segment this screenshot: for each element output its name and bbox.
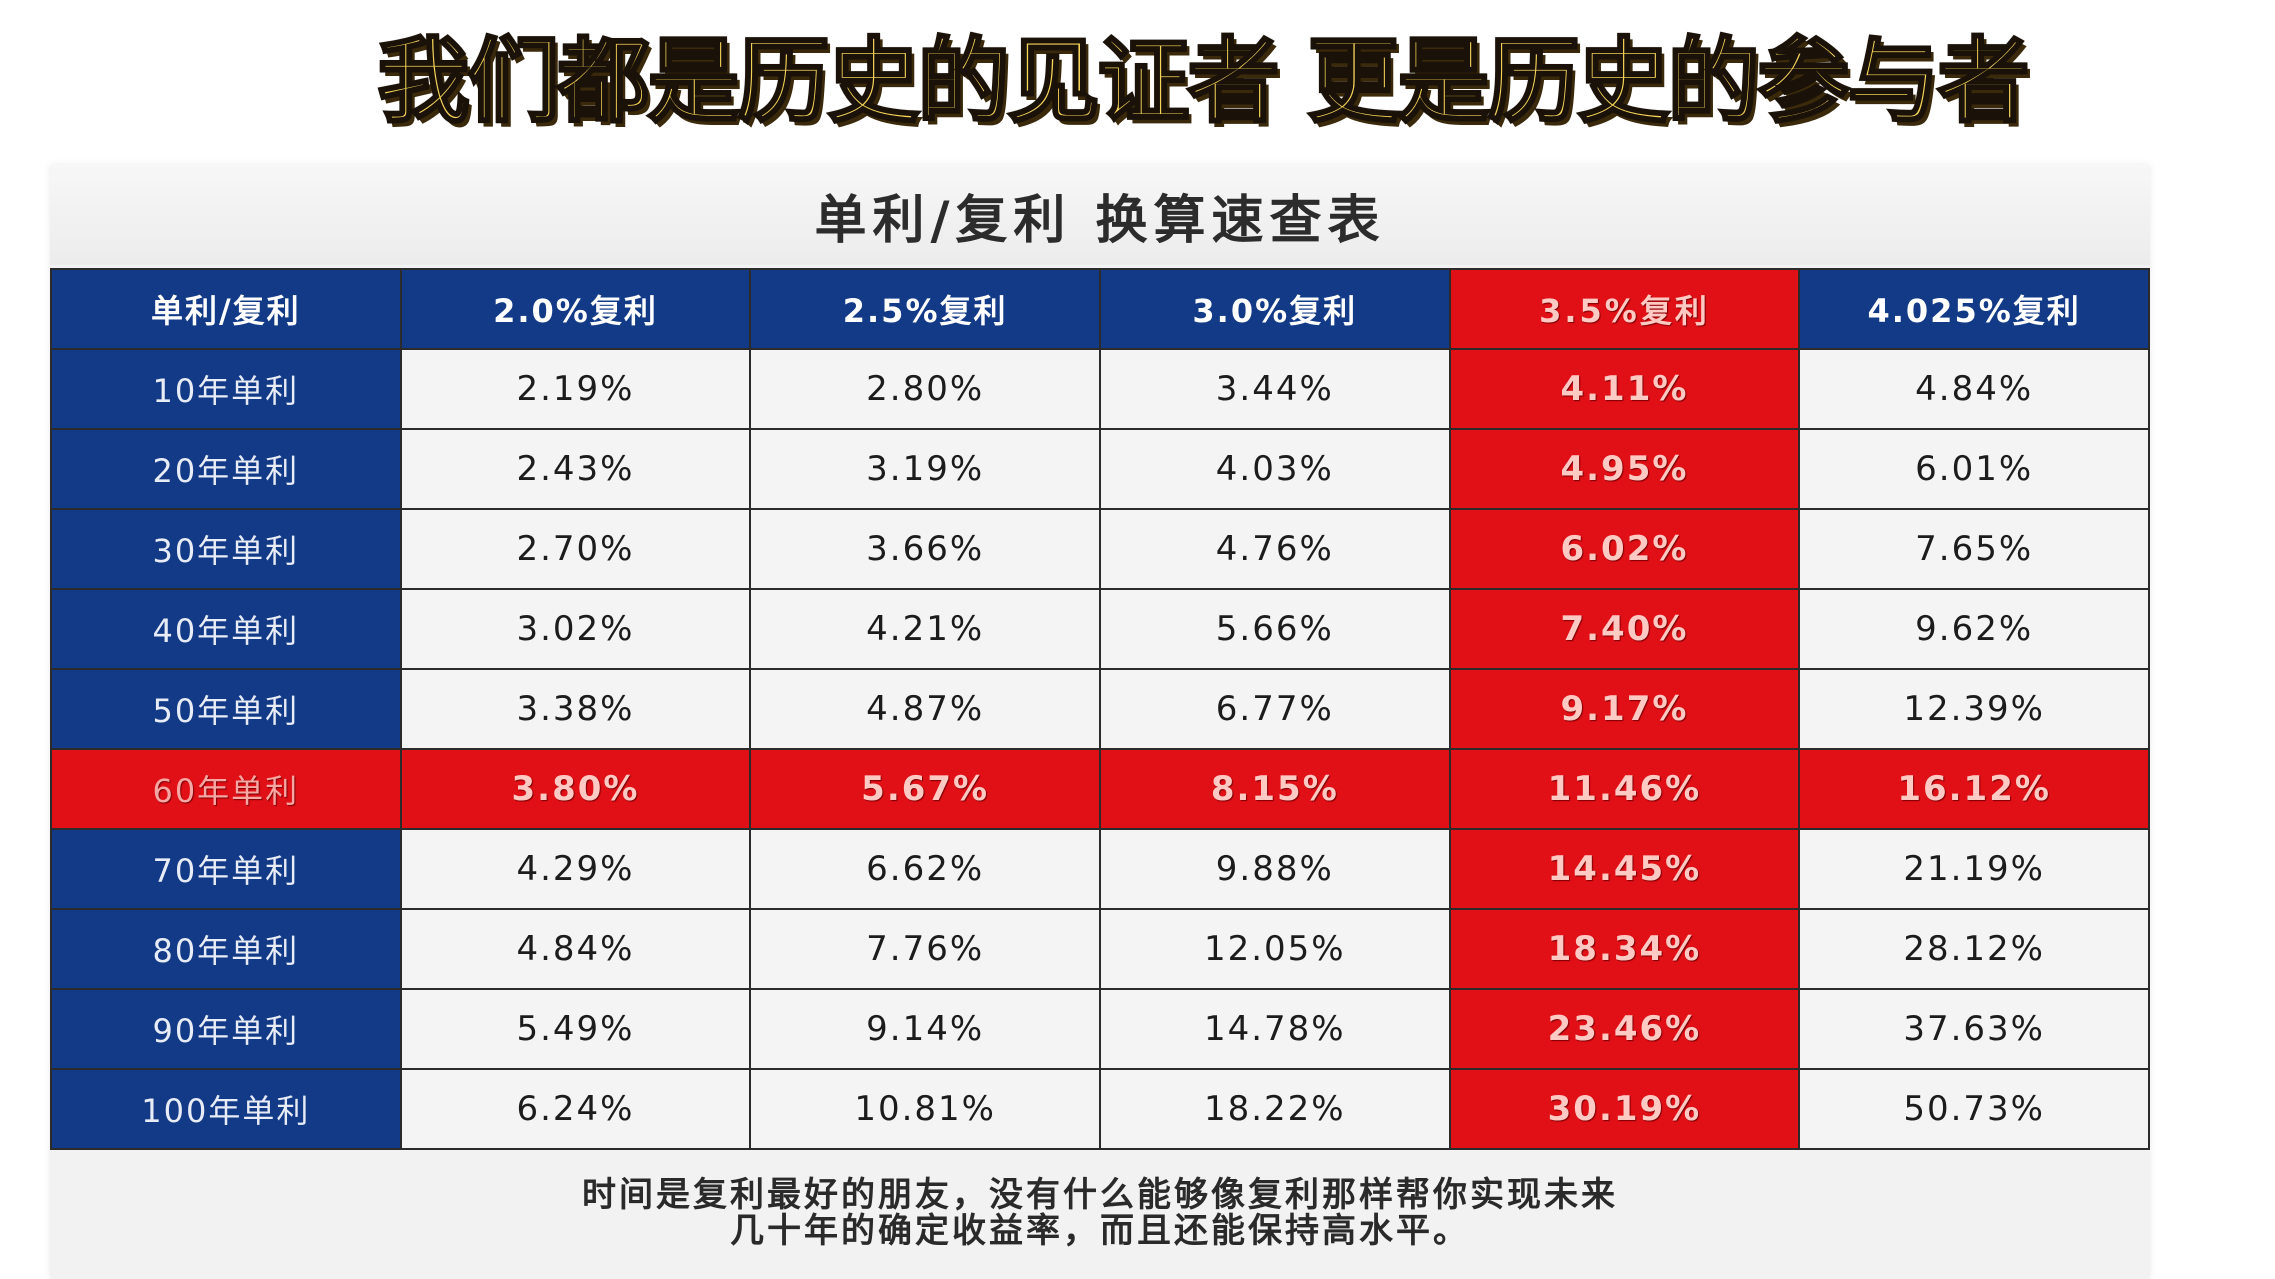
table-cell-highlighted: 7.40% — [1448, 588, 1801, 670]
table-cell: 16.12% — [1798, 748, 2150, 830]
table-cell-highlighted: 4.95% — [1448, 428, 1801, 510]
table-cell: 5.66% — [1098, 588, 1451, 670]
table-row: 10年单利 2.19% 2.80% 3.44% 4.11% 4.84% — [50, 348, 2150, 430]
table-cell: 6.01% — [1798, 428, 2150, 510]
table-cell: 50.73% — [1798, 1068, 2150, 1150]
table-cell: 5.67% — [749, 748, 1101, 830]
table-cell: 4.29% — [399, 828, 752, 910]
table-cell-highlighted: 30.19% — [1448, 1068, 1801, 1150]
table-cell: 7.76% — [749, 908, 1101, 990]
table-cell: 5.49% — [399, 988, 752, 1070]
table-cell: 6.62% — [749, 828, 1101, 910]
table-header-row: 单利/复利 2.0%复利 2.5%复利 3.0%复利 3.5%复利 4.025%… — [50, 268, 2150, 350]
row-label: 70年单利 — [50, 828, 402, 910]
table-cell-highlighted: 18.34% — [1448, 908, 1801, 990]
row-label: 10年单利 — [50, 348, 402, 430]
table-cell: 3.19% — [749, 428, 1101, 510]
table-cell: 9.14% — [749, 988, 1101, 1070]
column-header: 3.0%复利 — [1098, 268, 1451, 350]
banner-title: 我们都是历史的见证者 更是历史的参与者 — [376, 26, 2031, 136]
column-header-highlighted: 3.5%复利 — [1448, 268, 1801, 350]
row-label: 100年单利 — [50, 1068, 402, 1150]
table-cell: 28.12% — [1798, 908, 2150, 990]
table-cell: 6.24% — [399, 1068, 752, 1150]
conversion-table-card: 单利/复利 换算速查表 单利/复利 2.0%复利 2.5%复利 3.0%复利 3… — [50, 165, 2150, 1279]
table-row: 20年单利 2.43% 3.19% 4.03% 4.95% 6.01% — [50, 428, 2150, 510]
row-label: 60年单利 — [50, 748, 402, 830]
table-cell: 3.44% — [1098, 348, 1451, 430]
conversion-table: 单利/复利 2.0%复利 2.5%复利 3.0%复利 3.5%复利 4.025%… — [50, 268, 2150, 1150]
table-cell: 10.81% — [749, 1068, 1101, 1150]
column-header: 2.0%复利 — [399, 268, 752, 350]
row-label: 20年单利 — [50, 428, 402, 510]
table-cell-highlighted: 9.17% — [1448, 668, 1801, 750]
table-cell: 2.19% — [399, 348, 752, 430]
table-cell: 8.15% — [1098, 748, 1451, 830]
column-header: 2.5%复利 — [749, 268, 1101, 350]
table-cell: 4.84% — [1798, 348, 2150, 430]
table-cell: 4.21% — [749, 588, 1101, 670]
table-title: 单利/复利 换算速查表 — [50, 165, 2150, 265]
table-cell: 9.88% — [1098, 828, 1451, 910]
table-row: 30年单利 2.70% 3.66% 4.76% 6.02% 7.65% — [50, 508, 2150, 590]
corner-header: 单利/复利 — [50, 268, 402, 350]
table-cell-highlighted: 6.02% — [1448, 508, 1801, 590]
row-label: 50年单利 — [50, 668, 402, 750]
table-cell: 7.65% — [1798, 508, 2150, 590]
column-header: 4.025%复利 — [1798, 268, 2150, 350]
table-cell-highlighted: 14.45% — [1448, 828, 1801, 910]
row-label: 40年单利 — [50, 588, 402, 670]
table-cell: 3.66% — [749, 508, 1101, 590]
footer-line: 几十年的确定收益率，而且还能保持高水平。 — [730, 1211, 1470, 1251]
row-label: 30年单利 — [50, 508, 402, 590]
table-row: 90年单利 5.49% 9.14% 14.78% 23.46% 37.63% — [50, 988, 2150, 1070]
footer-note: 时间是复利最好的朋友，没有什么能够像复利那样帮你实现未来 几十年的确定收益率，而… — [50, 1177, 2150, 1249]
table-cell: 4.87% — [749, 668, 1101, 750]
table-cell: 4.76% — [1098, 508, 1451, 590]
table-row: 50年单利 3.38% 4.87% 6.77% 9.17% 12.39% — [50, 668, 2150, 750]
table-cell: 12.39% — [1798, 668, 2150, 750]
table-cell: 18.22% — [1098, 1068, 1451, 1150]
table-cell: 2.43% — [399, 428, 752, 510]
table-cell-highlighted: 23.46% — [1448, 988, 1801, 1070]
table-cell: 2.80% — [749, 348, 1101, 430]
table-cell: 4.03% — [1098, 428, 1451, 510]
banner: 我们都是历史的见证者 更是历史的参与者 — [0, 8, 2275, 138]
table-cell-highlighted: 11.46% — [1448, 748, 1801, 830]
table-cell: 9.62% — [1798, 588, 2150, 670]
table-cell: 14.78% — [1098, 988, 1451, 1070]
table-row: 70年单利 4.29% 6.62% 9.88% 14.45% 21.19% — [50, 828, 2150, 910]
table-cell: 21.19% — [1798, 828, 2150, 910]
table-cell: 3.38% — [399, 668, 752, 750]
table-cell: 2.70% — [399, 508, 752, 590]
table-cell: 3.80% — [399, 748, 752, 830]
table-cell-highlighted: 4.11% — [1448, 348, 1801, 430]
footer-line: 时间是复利最好的朋友，没有什么能够像复利那样帮你实现未来 — [582, 1175, 1618, 1215]
table-cell: 4.84% — [399, 908, 752, 990]
table-cell: 37.63% — [1798, 988, 2150, 1070]
table-row: 60年单利 3.80% 5.67% 8.15% 11.46% 16.12% — [50, 748, 2150, 830]
table-cell: 3.02% — [399, 588, 752, 670]
row-label: 90年单利 — [50, 988, 402, 1070]
table-cell: 6.77% — [1098, 668, 1451, 750]
table-row: 80年单利 4.84% 7.76% 12.05% 18.34% 28.12% — [50, 908, 2150, 990]
table-cell: 12.05% — [1098, 908, 1451, 990]
table-row: 100年单利 6.24% 10.81% 18.22% 30.19% 50.73% — [50, 1068, 2150, 1150]
row-label: 80年单利 — [50, 908, 402, 990]
table-row: 40年单利 3.02% 4.21% 5.66% 7.40% 9.62% — [50, 588, 2150, 670]
